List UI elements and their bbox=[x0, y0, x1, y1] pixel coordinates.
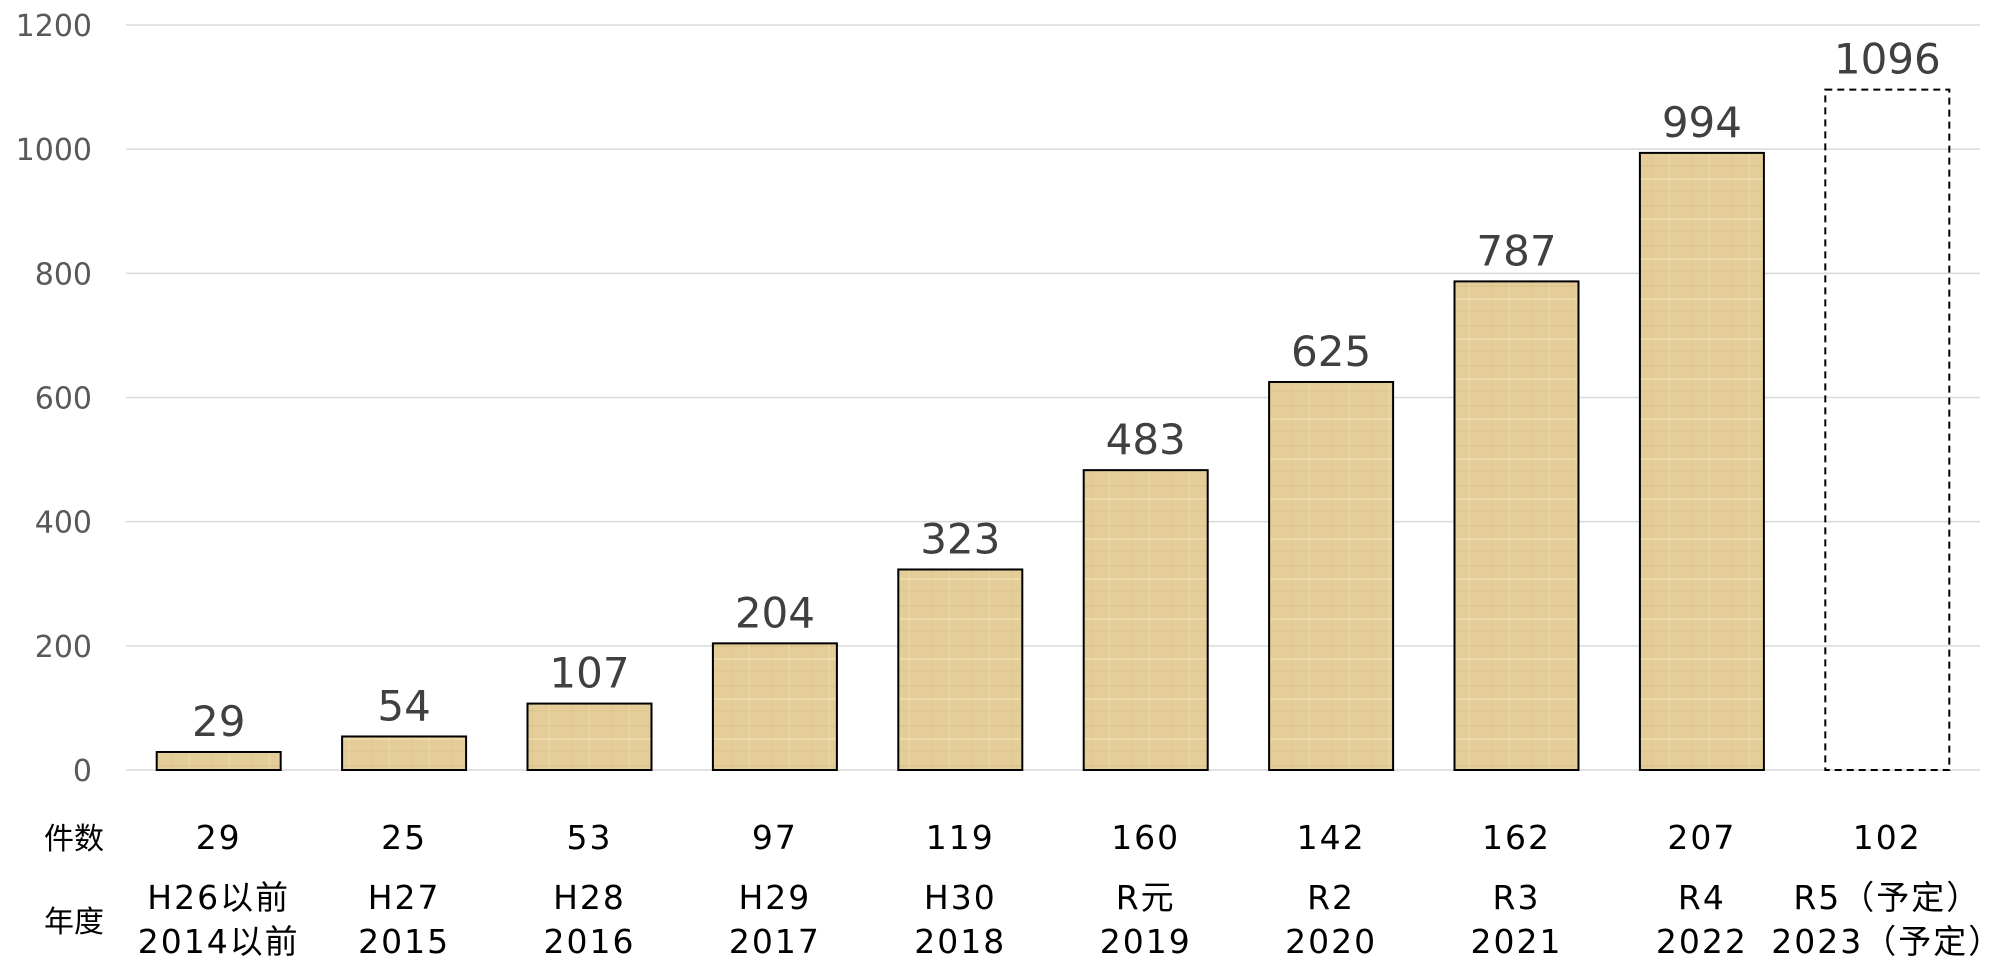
bar-projected bbox=[1824, 88, 1951, 772]
era-label: R4 bbox=[1678, 878, 1726, 917]
year-header: 年度 bbox=[44, 905, 104, 940]
data-table: 件数 年度 29 H26以前 2014以前 25 H27 2015 53 H28 2016 97 H… bbox=[44, 818, 2003, 960]
y-tick-label: 1000 bbox=[16, 133, 92, 168]
gridlines bbox=[126, 24, 1980, 771]
count-cell: 102 bbox=[1853, 818, 1922, 857]
year-label: 2016 bbox=[544, 922, 636, 960]
bar bbox=[897, 568, 1024, 771]
count-cell: 97 bbox=[752, 818, 798, 857]
count-cell: 162 bbox=[1482, 818, 1551, 857]
y-tick-label: 0 bbox=[73, 754, 92, 789]
bars bbox=[155, 88, 1951, 772]
year-label: 2023（予定） bbox=[1771, 922, 2003, 960]
y-axis-ticks: 0 200 400 600 800 1000 1200 bbox=[16, 9, 92, 789]
bar bbox=[155, 750, 282, 772]
count-cell: 119 bbox=[926, 818, 995, 857]
count-cell: 29 bbox=[196, 818, 242, 857]
count-cell: 160 bbox=[1111, 818, 1180, 857]
y-tick-label: 800 bbox=[35, 257, 92, 292]
era-label: R2 bbox=[1307, 878, 1355, 917]
era-label: H26以前 bbox=[147, 878, 290, 917]
count-header: 件数 bbox=[44, 822, 104, 857]
era-label: H30 bbox=[924, 878, 997, 917]
era-label: R3 bbox=[1493, 878, 1541, 917]
data-label: 323 bbox=[920, 514, 1000, 563]
bar bbox=[1268, 380, 1395, 771]
y-tick-label: 200 bbox=[35, 630, 92, 665]
bar bbox=[711, 642, 838, 771]
year-label: 2014以前 bbox=[138, 922, 300, 960]
y-tick-label: 400 bbox=[35, 506, 92, 541]
era-label: H29 bbox=[738, 878, 811, 917]
data-label: 625 bbox=[1291, 327, 1371, 376]
data-label: 54 bbox=[377, 681, 430, 730]
data-labels: 29 54 107 204 323 483 625 787 994 1096 bbox=[192, 35, 1941, 746]
data-label: 29 bbox=[192, 697, 245, 746]
era-label: H27 bbox=[368, 878, 441, 917]
data-label: 483 bbox=[1106, 415, 1186, 464]
data-label: 994 bbox=[1662, 98, 1742, 147]
y-tick-label: 1200 bbox=[16, 9, 92, 44]
bar bbox=[1638, 151, 1765, 771]
bar bbox=[341, 735, 468, 771]
era-label: H28 bbox=[553, 878, 626, 917]
data-label: 107 bbox=[549, 649, 629, 698]
data-label: 1096 bbox=[1834, 35, 1941, 84]
era-label: R元 bbox=[1116, 878, 1176, 917]
year-label: 2019 bbox=[1100, 922, 1192, 960]
year-label: 2015 bbox=[358, 922, 450, 960]
count-cell: 207 bbox=[1667, 818, 1736, 857]
bar bbox=[1082, 469, 1209, 771]
count-cell: 142 bbox=[1297, 818, 1366, 857]
year-label: 2018 bbox=[914, 922, 1006, 960]
era-label: R5（予定） bbox=[1793, 878, 1981, 917]
year-label: 2022 bbox=[1656, 922, 1748, 960]
year-label: 2017 bbox=[729, 922, 821, 960]
bar bbox=[526, 702, 653, 772]
year-label: 2020 bbox=[1285, 922, 1377, 960]
y-tick-label: 600 bbox=[35, 382, 92, 417]
data-label: 787 bbox=[1476, 226, 1556, 275]
year-label: 2021 bbox=[1471, 922, 1563, 960]
bar bbox=[1453, 280, 1580, 771]
count-cell: 25 bbox=[381, 818, 427, 857]
data-label: 204 bbox=[735, 588, 815, 637]
count-cell: 53 bbox=[567, 818, 613, 857]
